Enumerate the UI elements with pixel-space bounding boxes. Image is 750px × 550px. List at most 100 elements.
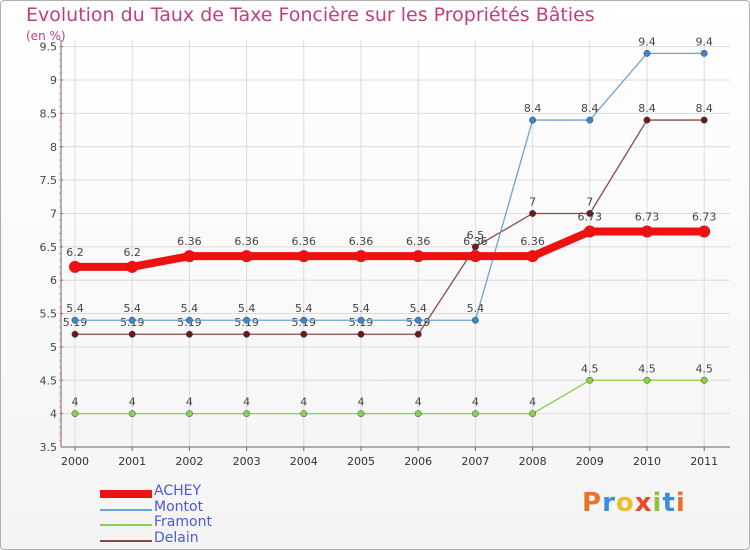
data-label-achey: 6.36 xyxy=(292,235,317,248)
data-label-achey: 6.2 xyxy=(123,246,141,259)
logo-letter: o xyxy=(615,488,635,518)
data-label-framont: 4 xyxy=(186,396,193,409)
data-point-achey xyxy=(641,225,653,238)
data-point-delain xyxy=(357,330,365,338)
data-point-delain xyxy=(586,210,594,217)
y-tick-label: 9.5 xyxy=(40,41,58,54)
data-label-framont: 4.5 xyxy=(638,362,656,375)
series-line-delain xyxy=(74,119,705,335)
logo-letter: r xyxy=(602,488,616,518)
data-point-framont xyxy=(586,376,594,384)
data-label-delain: 8.4 xyxy=(638,102,656,115)
y-tick-label: 8 xyxy=(50,141,57,154)
proxiti-logo: Proxiti xyxy=(582,488,686,518)
data-point-montot xyxy=(128,316,136,324)
legend-swatch xyxy=(100,508,152,511)
y-tick-label: 6 xyxy=(50,274,57,287)
data-point-montot xyxy=(71,316,79,324)
data-point-montot xyxy=(300,316,308,324)
data-point-montot xyxy=(471,316,479,324)
line-chart: 3.5 4 4.5 5 5.5 6 6.5 7 7.5 8 8.5 9 9.5 2000 2001 2002 2… xyxy=(40,35,730,468)
data-point-delain xyxy=(700,116,708,124)
data-label-achey: 6.36 xyxy=(234,235,259,248)
data-label-montot: 9.4 xyxy=(695,35,713,48)
data-point-montot xyxy=(529,116,537,124)
y-tick-label: 5 xyxy=(50,341,57,354)
data-label-delain: 6.5 xyxy=(467,229,485,242)
data-point-montot xyxy=(586,116,594,124)
data-label-framont: 4 xyxy=(300,396,307,409)
data-label-framont: 4 xyxy=(243,396,250,409)
data-label-delain: 7 xyxy=(529,195,536,208)
data-point-achey xyxy=(240,250,253,263)
legend-label: Delain xyxy=(154,529,199,546)
y-tick-label: 7 xyxy=(50,207,57,220)
data-point-montot xyxy=(243,316,251,324)
data-point-achey xyxy=(297,250,310,263)
data-label-montot: 5.4 xyxy=(123,302,141,315)
data-label-achey: 6.73 xyxy=(692,210,717,223)
data-label-montot: 5.4 xyxy=(409,302,427,315)
x-tick-label: 2006 xyxy=(404,455,432,468)
data-point-delain xyxy=(529,210,537,217)
logo-letter: t xyxy=(662,488,676,518)
series-line-achey xyxy=(71,227,709,271)
data-label-achey: 6.2 xyxy=(66,246,84,259)
data-point-framont xyxy=(71,410,79,418)
x-tick-label: 2011 xyxy=(690,455,718,468)
y-tick-label: 5.5 xyxy=(40,308,58,321)
data-point-framont xyxy=(643,376,651,384)
data-point-framont xyxy=(185,410,193,418)
data-point-achey xyxy=(183,250,196,263)
data-label-montot: 5.4 xyxy=(181,302,199,315)
legend-swatch xyxy=(100,490,152,498)
data-point-montot xyxy=(414,316,422,324)
y-tick-label: 6.5 xyxy=(40,241,58,254)
data-label-montot: 5.4 xyxy=(238,302,256,315)
data-point-achey xyxy=(69,260,81,273)
data-point-montot xyxy=(643,49,651,57)
data-label-framont: 4 xyxy=(358,396,365,409)
data-point-delain xyxy=(414,330,422,338)
data-label-delain: 8.4 xyxy=(695,102,713,115)
data-point-framont xyxy=(414,410,422,418)
x-tick-label: 2009 xyxy=(576,455,604,468)
data-point-achey xyxy=(412,250,425,263)
data-label-achey: 6.73 xyxy=(578,210,603,223)
x-tick-label: 2007 xyxy=(461,455,489,468)
data-point-delain xyxy=(128,330,136,338)
data-label-framont: 4.5 xyxy=(581,362,599,375)
legend-label: Framont xyxy=(154,514,212,530)
y-tick-label: 4 xyxy=(50,408,57,421)
data-label-montot: 8.4 xyxy=(581,102,599,115)
data-point-framont xyxy=(471,410,479,418)
data-label-montot: 5.4 xyxy=(467,302,485,315)
data-point-achey xyxy=(698,225,711,238)
data-point-delain xyxy=(71,330,79,338)
data-label-achey: 6.73 xyxy=(635,210,660,223)
x-tick-label: 2010 xyxy=(633,455,661,468)
data-point-montot xyxy=(185,316,193,324)
data-label-achey: 6.36 xyxy=(520,235,545,248)
data-point-montot xyxy=(700,49,708,57)
x-tick-label: 2005 xyxy=(347,455,375,468)
y-tick-label: 9 xyxy=(50,74,57,87)
x-tick-label: 2001 xyxy=(118,455,146,468)
data-point-achey xyxy=(469,250,482,263)
data-label-framont: 4.5 xyxy=(695,362,713,375)
data-point-delain xyxy=(243,330,251,338)
logo-letter: i xyxy=(675,488,686,518)
data-label-achey: 6.36 xyxy=(406,235,431,248)
x-tick-label: 2004 xyxy=(290,455,318,468)
x-tick-label: 2008 xyxy=(519,455,547,468)
data-label-montot: 5.4 xyxy=(66,302,84,315)
data-label-delain: 7 xyxy=(586,195,593,208)
data-label-montot: 9.4 xyxy=(638,35,656,48)
series-line-montot xyxy=(74,52,705,321)
data-label-achey: 6.36 xyxy=(349,235,374,248)
data-point-montot xyxy=(357,316,365,324)
legend-label: ACHEY xyxy=(154,483,202,499)
data-label-montot: 8.4 xyxy=(524,102,542,115)
logo-letter: x xyxy=(634,488,653,518)
chart-title: Evolution du Taux de Taxe Foncière sur l… xyxy=(26,4,595,26)
